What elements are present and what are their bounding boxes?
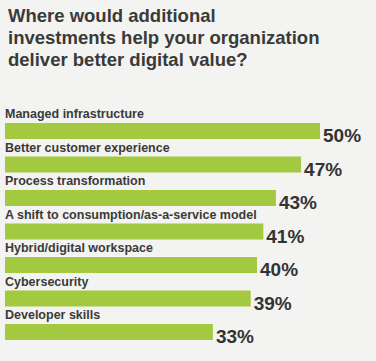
category-label: Cybersecurity bbox=[5, 275, 88, 289]
data-label: 33% bbox=[216, 326, 254, 347]
bar bbox=[5, 157, 301, 173]
title: Where would additionalinvestments help y… bbox=[8, 5, 319, 70]
labels: Managed infrastructure Better customer ex… bbox=[5, 107, 361, 347]
bar bbox=[5, 257, 257, 273]
bar bbox=[5, 190, 276, 206]
bar bbox=[5, 324, 213, 340]
data-label: 43% bbox=[279, 192, 317, 213]
background bbox=[0, 0, 376, 361]
data-label: 47% bbox=[304, 159, 342, 180]
category-label: Managed infrastructure bbox=[5, 107, 144, 121]
data-label: 41% bbox=[266, 226, 304, 247]
bar bbox=[5, 123, 320, 139]
category-label: Hybrid/digital workspace bbox=[5, 241, 153, 255]
bars bbox=[5, 123, 320, 340]
bar bbox=[5, 224, 263, 240]
data-label: 39% bbox=[254, 293, 292, 314]
chart: Where would additionalinvestments help y… bbox=[0, 0, 376, 361]
category-label: Developer skills bbox=[5, 308, 100, 322]
bar bbox=[5, 291, 251, 307]
category-label: Better customer experience bbox=[5, 141, 170, 155]
data-label: 50% bbox=[323, 125, 361, 146]
category-label: A shift to consumption/as-a-service mode… bbox=[5, 208, 257, 222]
category-label: Process transformation bbox=[5, 174, 145, 188]
data-label: 40% bbox=[260, 259, 298, 280]
